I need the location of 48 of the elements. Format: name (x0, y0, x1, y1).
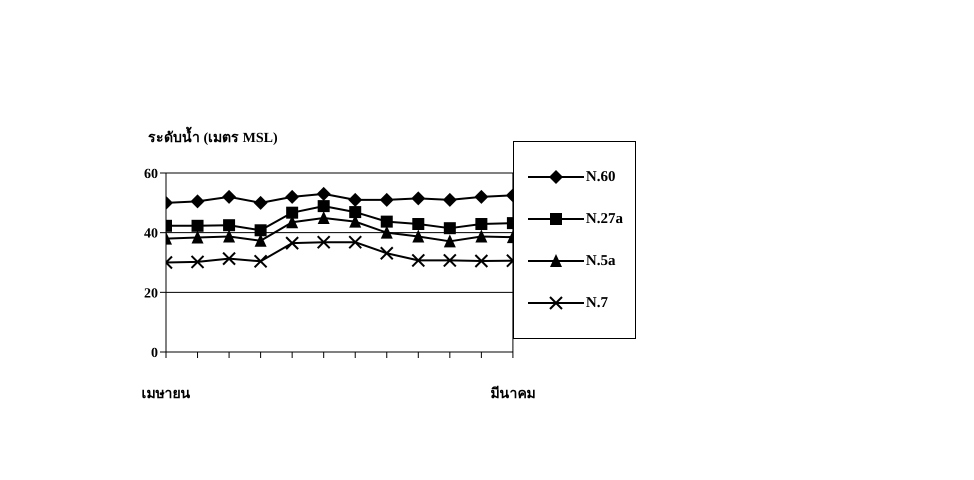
point (474, 190, 488, 204)
point (223, 219, 236, 232)
point (380, 192, 394, 207)
y-tick-label: 0 (151, 346, 158, 361)
legend-label: N.27a (586, 210, 623, 228)
point (348, 235, 362, 250)
point (222, 252, 236, 266)
x-tick-label: เมษายน (142, 386, 190, 402)
point (474, 254, 488, 268)
point (285, 190, 300, 204)
point (316, 235, 331, 250)
legend-label: N.7 (586, 294, 608, 312)
point (286, 206, 298, 219)
point (316, 186, 331, 201)
point (444, 222, 456, 234)
point (380, 226, 393, 239)
point (285, 236, 300, 250)
y-tick-label: 40 (144, 226, 158, 242)
y-axis-title: ระดับน้ำ (เมตร MSL) (148, 126, 278, 148)
point (411, 191, 426, 206)
point (223, 230, 236, 243)
point (190, 194, 205, 208)
point (475, 230, 488, 243)
point (192, 230, 204, 244)
point (442, 253, 457, 268)
point (380, 216, 393, 228)
point (254, 224, 267, 236)
y-tick-label: 20 (144, 286, 158, 302)
point (444, 234, 456, 248)
y-tick-label: 60 (144, 166, 158, 182)
point (411, 253, 426, 268)
x-tick-label: มีนาคม (490, 386, 536, 402)
point (412, 230, 424, 243)
legend-label: N.60 (586, 168, 616, 186)
point (318, 200, 330, 212)
point (475, 218, 488, 230)
point (380, 246, 394, 260)
point (254, 254, 268, 268)
point (442, 192, 457, 207)
point (349, 206, 362, 218)
legend-label: N.5a (586, 252, 616, 270)
point (348, 192, 362, 207)
point (412, 218, 424, 230)
point (318, 211, 330, 224)
point (190, 254, 205, 269)
point (222, 190, 236, 204)
point (254, 196, 268, 210)
point (192, 220, 204, 232)
